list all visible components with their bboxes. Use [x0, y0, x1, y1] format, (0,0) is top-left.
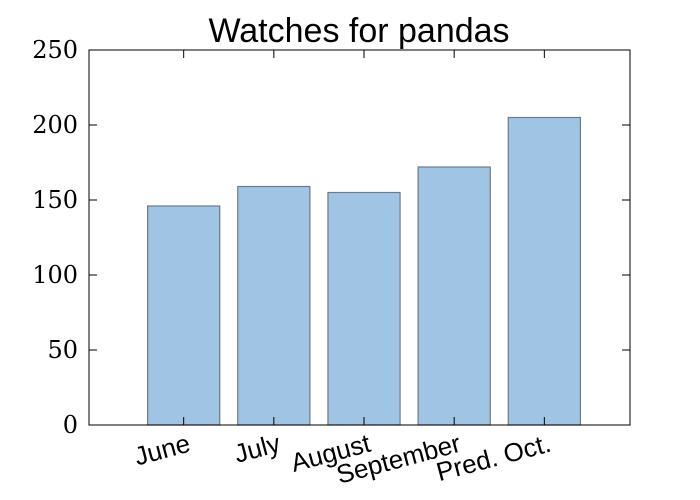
bars-group	[147, 116, 582, 426]
y-axis-ticks: 0 50 100 150 200 250	[32, 36, 630, 439]
bar-august	[327, 191, 401, 426]
bar-september	[417, 166, 491, 426]
x-tick-label: July	[231, 428, 283, 469]
bar-pred-oct	[507, 116, 582, 426]
axes-frame	[88, 49, 631, 426]
y-tick-label: 250	[32, 36, 78, 64]
y-tick-label: 100	[32, 261, 78, 289]
bar-june	[147, 205, 221, 426]
y-tick-label: 150	[32, 186, 78, 214]
y-tick-label: 0	[63, 411, 78, 439]
chart-title: Watches for pandas	[208, 12, 509, 50]
x-tick-label: June	[131, 428, 193, 472]
bar-july	[237, 185, 311, 426]
y-tick-label: 200	[32, 111, 78, 139]
y-tick-label: 50	[47, 336, 78, 364]
